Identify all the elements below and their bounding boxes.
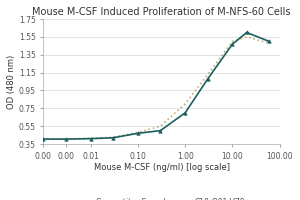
C10-O01-V79 <box>42 138 45 140</box>
C10-O01-V79 <box>159 129 162 132</box>
Competitor Sample <box>206 73 209 76</box>
Competitor Sample <box>111 136 115 139</box>
C10-O01-V79 <box>111 137 115 139</box>
Line: Competitor Sample: Competitor Sample <box>44 37 269 139</box>
C10-O01-V79 <box>183 112 187 114</box>
Competitor Sample <box>89 137 92 139</box>
C10-O01-V79 <box>89 137 92 140</box>
C10-O01-V79 <box>206 78 209 80</box>
Title: Mouse M-CSF Induced Proliferation of M-NFS-60 Cells: Mouse M-CSF Induced Proliferation of M-N… <box>32 7 291 17</box>
C10-O01-V79 <box>245 31 248 34</box>
Competitor Sample <box>136 131 140 134</box>
X-axis label: Mouse M-CSF (ng/ml) [log scale]: Mouse M-CSF (ng/ml) [log scale] <box>94 163 230 172</box>
Competitor Sample <box>268 42 271 44</box>
C10-O01-V79 <box>136 132 140 134</box>
C10-O01-V79 <box>64 138 68 140</box>
C10-O01-V79 <box>231 43 234 45</box>
Line: C10-O01-V79: C10-O01-V79 <box>42 31 271 141</box>
Competitor Sample <box>159 125 162 127</box>
Legend: Competitor Sample, C10-O01-V79: Competitor Sample, C10-O01-V79 <box>75 195 248 200</box>
Competitor Sample <box>42 138 45 140</box>
Competitor Sample <box>183 103 187 105</box>
Competitor Sample <box>245 36 248 38</box>
Competitor Sample <box>64 138 68 140</box>
C10-O01-V79 <box>268 40 271 43</box>
Competitor Sample <box>231 40 234 43</box>
Y-axis label: OD (480 nm): OD (480 nm) <box>7 54 16 109</box>
